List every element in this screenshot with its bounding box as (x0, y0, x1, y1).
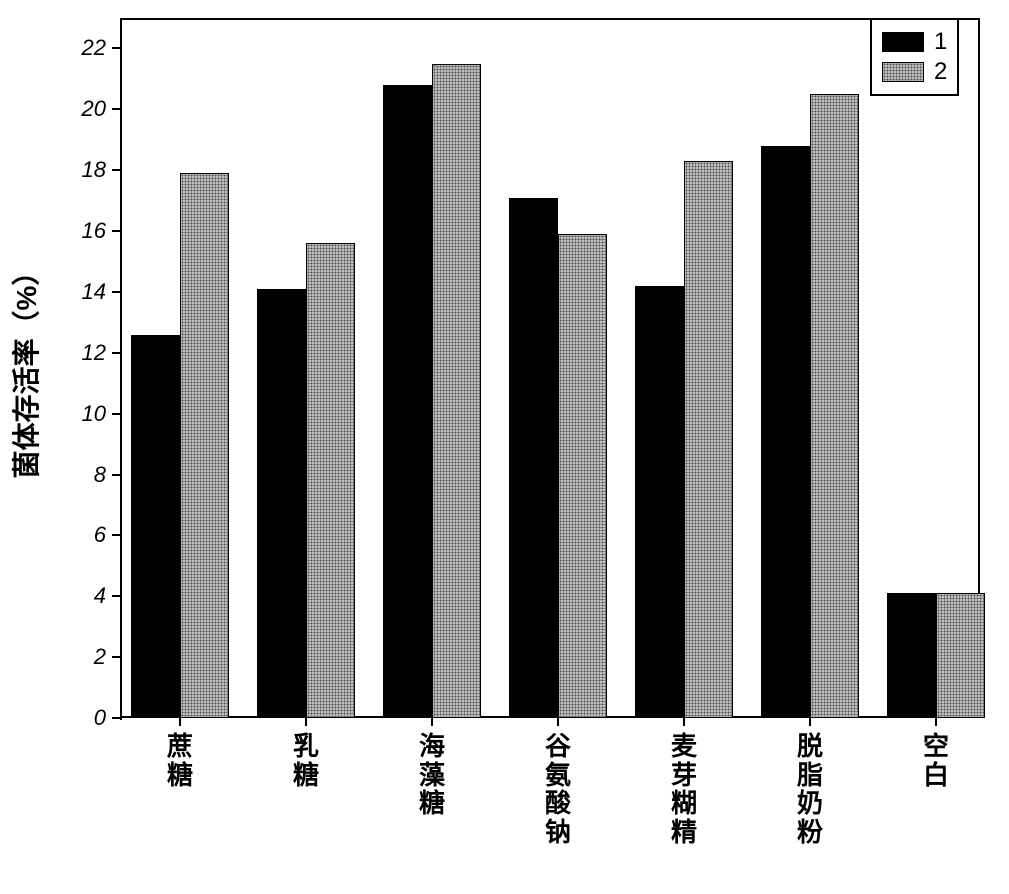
ytick-label: 4 (94, 583, 112, 609)
ytick: 22 (82, 35, 120, 61)
ytick: 16 (82, 218, 120, 244)
ytick-label: 2 (94, 644, 112, 670)
xtick-label: 谷氨酸钠 (543, 732, 573, 846)
bar-2 (558, 234, 607, 718)
ytick-label: 12 (82, 340, 112, 366)
ytick: 12 (82, 340, 120, 366)
xtick-label: 蔗糖 (165, 732, 195, 789)
bar-2 (432, 64, 481, 718)
xtick-label: 脱脂奶粉 (795, 732, 825, 846)
xtick-mark (683, 718, 685, 726)
ytick: 2 (94, 644, 120, 670)
bar-2 (810, 94, 859, 718)
legend-item-1: 1 (882, 28, 947, 56)
ytick-label: 0 (94, 705, 112, 731)
ytick-mark (112, 108, 120, 110)
ytick: 6 (94, 522, 120, 548)
xtick-label: 海藻糖 (417, 732, 447, 818)
legend-swatch-1 (882, 32, 924, 52)
legend-label-2: 2 (934, 58, 947, 86)
ytick-label: 10 (82, 401, 112, 427)
ytick-label: 18 (82, 157, 112, 183)
bar-1 (761, 146, 810, 718)
xtick-mark (431, 718, 433, 726)
xtick-label: 乳糖 (291, 732, 321, 789)
ytick: 14 (82, 279, 120, 305)
xtick-mark (305, 718, 307, 726)
y-axis-label: 菌体存活率（%） (5, 258, 45, 479)
bar-2 (306, 243, 355, 718)
bar-1 (257, 289, 306, 718)
bar-chart: 0246810121416182022蔗糖乳糖海藻糖谷氨酸钠麦芽糊精脱脂奶粉空白… (0, 0, 1009, 894)
legend: 1 2 (870, 18, 959, 96)
xtick-mark (557, 718, 559, 726)
xtick-mark (809, 718, 811, 726)
ytick-mark (112, 352, 120, 354)
legend-label-1: 1 (934, 28, 947, 56)
ytick-label: 8 (94, 462, 112, 488)
ytick-mark (112, 230, 120, 232)
bar-1 (131, 335, 180, 718)
ytick: 18 (82, 157, 120, 183)
ytick: 8 (94, 462, 120, 488)
xtick-mark (935, 718, 937, 726)
bar-1 (887, 593, 936, 718)
legend-item-2: 2 (882, 58, 947, 86)
ytick-mark (112, 595, 120, 597)
bar-2 (684, 161, 733, 718)
ytick-label: 16 (82, 218, 112, 244)
bar-1 (383, 85, 432, 718)
ytick: 20 (82, 96, 120, 122)
bar-2 (936, 593, 985, 718)
ytick-mark (112, 717, 120, 719)
ytick-label: 20 (82, 96, 112, 122)
bar-2 (180, 173, 229, 718)
ytick-mark (112, 656, 120, 658)
ytick-mark (112, 413, 120, 415)
ytick-label: 22 (82, 35, 112, 61)
ytick-mark (112, 534, 120, 536)
ytick-label: 14 (82, 279, 112, 305)
legend-swatch-2 (882, 62, 924, 82)
xtick-mark (179, 718, 181, 726)
bar-1 (509, 198, 558, 718)
ytick-mark (112, 291, 120, 293)
ytick: 0 (94, 705, 120, 731)
ytick: 4 (94, 583, 120, 609)
y-axis-line (120, 20, 122, 720)
xtick-label: 空白 (921, 732, 951, 789)
ytick-label: 6 (94, 522, 112, 548)
plot-area: 0246810121416182022蔗糖乳糖海藻糖谷氨酸钠麦芽糊精脱脂奶粉空白 (120, 18, 980, 718)
ytick-mark (112, 47, 120, 49)
xtick-label: 麦芽糊精 (669, 732, 699, 846)
ytick-mark (112, 474, 120, 476)
ytick-mark (112, 169, 120, 171)
bar-1 (635, 286, 684, 718)
ytick: 10 (82, 401, 120, 427)
